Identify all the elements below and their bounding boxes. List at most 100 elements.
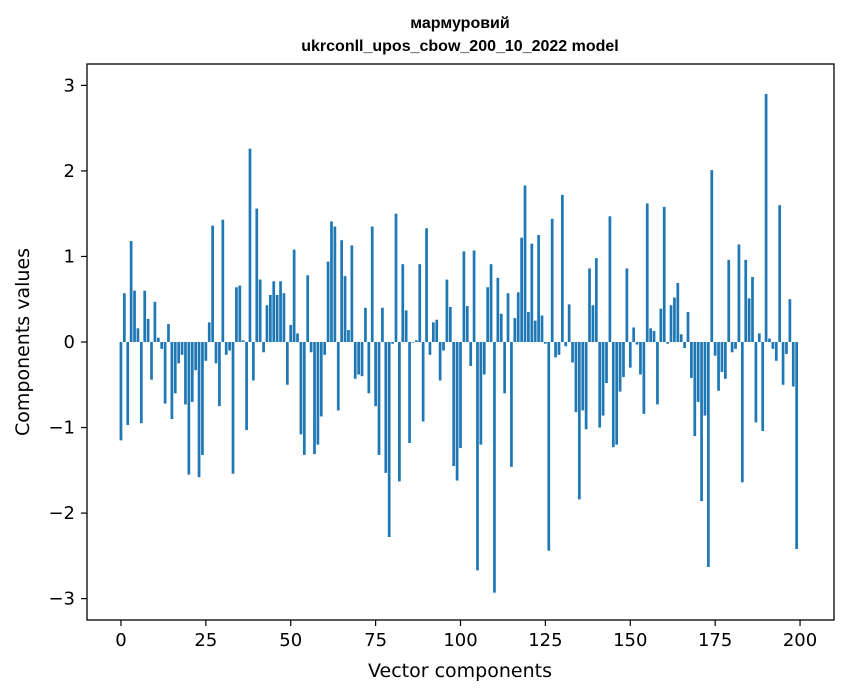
bar-30 — [221, 219, 225, 342]
bar-135 — [577, 342, 581, 500]
bar-62 — [330, 221, 333, 342]
bar-69 — [353, 342, 357, 379]
bar-192 — [771, 342, 775, 349]
bar-43 — [265, 305, 269, 342]
bar-18 — [180, 342, 184, 355]
bar-63 — [333, 226, 337, 342]
bar-110 — [493, 342, 496, 593]
y-tick-label-1: 1 — [64, 246, 75, 267]
y-tick-label--2: −2 — [48, 503, 75, 524]
bar-68 — [350, 245, 354, 342]
bar-27 — [211, 225, 214, 342]
bar-179 — [727, 259, 731, 342]
bar-191 — [768, 338, 771, 342]
bar-46 — [275, 294, 279, 342]
bar-79 — [387, 342, 391, 538]
x-tick-label-75: 75 — [364, 630, 387, 651]
bar-75 — [374, 342, 377, 407]
bar-36 — [241, 340, 245, 342]
bar-146 — [615, 342, 619, 445]
bar-15 — [170, 342, 174, 419]
bar-154 — [642, 342, 646, 414]
bar-85 — [408, 342, 411, 443]
bar-120 — [527, 312, 530, 342]
bar-115 — [510, 342, 513, 467]
bar-93 — [435, 319, 439, 342]
y-tick-label-2: 2 — [64, 161, 75, 182]
bar-177 — [720, 342, 724, 372]
bar-109 — [489, 264, 493, 342]
bar-117 — [516, 292, 520, 342]
bar-196 — [785, 342, 788, 354]
bar-152 — [635, 342, 639, 345]
bar-7 — [143, 290, 147, 342]
bar-77 — [381, 307, 384, 342]
bar-8 — [146, 318, 150, 342]
chart-title-line1: мармуровий — [410, 15, 509, 32]
bar-19 — [184, 342, 187, 405]
bar-2 — [126, 342, 130, 425]
bar-153 — [639, 342, 642, 375]
bar-126 — [547, 342, 551, 551]
bar-119 — [523, 185, 527, 342]
bar-121 — [530, 243, 534, 342]
bar-108 — [486, 287, 490, 342]
bar-190 — [764, 93, 768, 342]
bar-6 — [139, 342, 143, 424]
bar-147 — [618, 342, 622, 392]
bar-37 — [245, 342, 248, 431]
bar-56 — [309, 342, 313, 353]
x-tick-label-25: 25 — [194, 630, 217, 651]
bar-101 — [462, 251, 466, 342]
bar-148 — [622, 342, 625, 378]
x-tick-label-100: 100 — [443, 630, 477, 651]
bar-22 — [194, 342, 198, 371]
bar-31 — [224, 342, 228, 355]
ticks-group: 0 25 50 75 100 125 150 175 200 3 2 1 0 −1 −2 −3 — [48, 75, 817, 651]
bar-170 — [696, 342, 700, 402]
bar-195 — [781, 342, 785, 385]
bar-82 — [398, 342, 401, 482]
bar-107 — [482, 342, 486, 375]
x-tick-label-175: 175 — [698, 630, 732, 651]
bar-188 — [757, 333, 761, 342]
bar-55 — [306, 275, 310, 342]
bar-130 — [561, 194, 564, 342]
bar-133 — [571, 342, 574, 363]
bar-87 — [415, 340, 418, 342]
bar-64 — [336, 342, 340, 411]
bar-4 — [133, 290, 136, 342]
x-tick-label-50: 50 — [279, 630, 302, 651]
bar-98 — [452, 342, 456, 467]
bar-60 — [323, 342, 327, 355]
bar-74 — [370, 226, 374, 342]
bar-29 — [218, 342, 221, 407]
bar-57 — [313, 342, 316, 455]
bar-47 — [279, 281, 282, 342]
bar-86 — [411, 342, 415, 343]
bar-137 — [584, 342, 588, 430]
bar-16 — [173, 342, 177, 394]
bar-102 — [465, 306, 469, 342]
bar-181 — [734, 342, 737, 349]
bar-14 — [167, 324, 170, 342]
bar-21 — [190, 342, 194, 402]
bar-33 — [231, 342, 235, 474]
bar-91 — [428, 342, 432, 355]
bar-159 — [659, 308, 663, 342]
bar-78 — [384, 342, 388, 473]
bars-group — [119, 93, 799, 593]
bar-65 — [340, 240, 344, 342]
plot-frame — [86, 63, 835, 621]
bar-155 — [645, 203, 649, 342]
bar-100 — [459, 342, 462, 449]
bar-180 — [730, 342, 734, 353]
bar-88 — [418, 264, 422, 342]
bar-194 — [778, 205, 782, 342]
bar-94 — [438, 342, 442, 381]
bar-132 — [567, 304, 571, 342]
bar-166 — [683, 342, 686, 348]
bar-116 — [513, 318, 517, 342]
bar-58 — [316, 342, 320, 445]
